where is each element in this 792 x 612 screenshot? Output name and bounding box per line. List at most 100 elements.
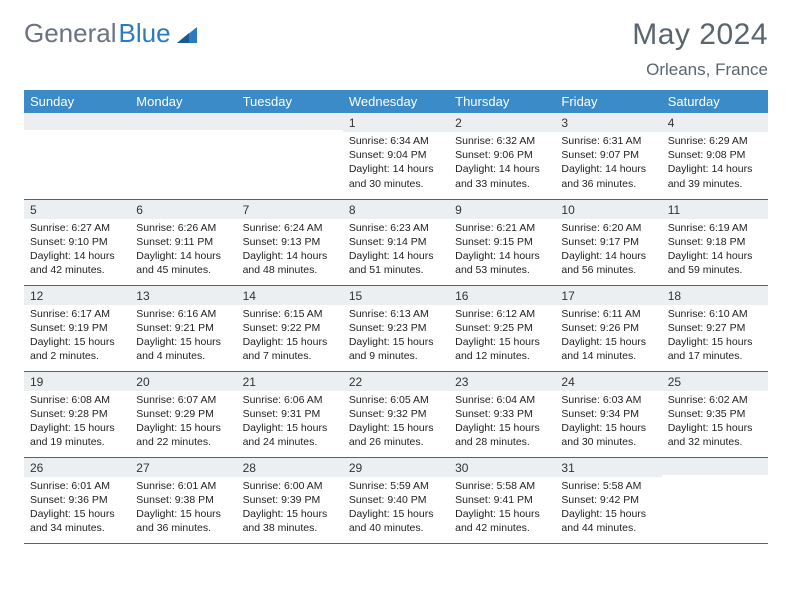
calendar-day-cell: 16Sunrise: 6:12 AMSunset: 9:25 PMDayligh… <box>449 285 555 371</box>
day-number: 20 <box>130 372 236 391</box>
calendar-week-row: 19Sunrise: 6:08 AMSunset: 9:28 PMDayligh… <box>24 371 768 457</box>
calendar-day-cell: 1Sunrise: 6:34 AMSunset: 9:04 PMDaylight… <box>343 113 449 199</box>
day-details: Sunrise: 6:34 AMSunset: 9:04 PMDaylight:… <box>343 132 449 195</box>
weekday-header: Thursday <box>449 90 555 113</box>
month-title: May 2024 <box>632 18 768 52</box>
day-details: Sunrise: 6:06 AMSunset: 9:31 PMDaylight:… <box>237 391 343 454</box>
title-block: May 2024 Orleans, France <box>632 18 768 80</box>
day-details: Sunrise: 6:27 AMSunset: 9:10 PMDaylight:… <box>24 219 130 282</box>
calendar-day-cell: 28Sunrise: 6:00 AMSunset: 9:39 PMDayligh… <box>237 457 343 543</box>
weekday-header: Saturday <box>662 90 768 113</box>
calendar-empty-cell <box>24 113 130 199</box>
day-number: 1 <box>343 113 449 132</box>
weekday-header: Sunday <box>24 90 130 113</box>
calendar-week-row: 5Sunrise: 6:27 AMSunset: 9:10 PMDaylight… <box>24 199 768 285</box>
page-header: GeneralBlue May 2024 Orleans, France <box>24 18 768 80</box>
day-number: 26 <box>24 458 130 477</box>
day-number: 8 <box>343 200 449 219</box>
calendar-day-cell: 9Sunrise: 6:21 AMSunset: 9:15 PMDaylight… <box>449 199 555 285</box>
calendar-day-cell: 15Sunrise: 6:13 AMSunset: 9:23 PMDayligh… <box>343 285 449 371</box>
calendar-day-cell: 5Sunrise: 6:27 AMSunset: 9:10 PMDaylight… <box>24 199 130 285</box>
day-details: Sunrise: 5:58 AMSunset: 9:41 PMDaylight:… <box>449 477 555 540</box>
calendar-table: SundayMondayTuesdayWednesdayThursdayFrid… <box>24 90 768 544</box>
calendar-day-cell: 13Sunrise: 6:16 AMSunset: 9:21 PMDayligh… <box>130 285 236 371</box>
weekday-header: Friday <box>555 90 661 113</box>
calendar-day-cell: 6Sunrise: 6:26 AMSunset: 9:11 PMDaylight… <box>130 199 236 285</box>
day-number: 3 <box>555 113 661 132</box>
day-number: 9 <box>449 200 555 219</box>
day-details: Sunrise: 6:01 AMSunset: 9:36 PMDaylight:… <box>24 477 130 540</box>
calendar-week-row: 1Sunrise: 6:34 AMSunset: 9:04 PMDaylight… <box>24 113 768 199</box>
location-label: Orleans, France <box>632 60 768 80</box>
weekday-header: Wednesday <box>343 90 449 113</box>
calendar-day-cell: 12Sunrise: 6:17 AMSunset: 9:19 PMDayligh… <box>24 285 130 371</box>
day-number: 7 <box>237 200 343 219</box>
day-details: Sunrise: 5:59 AMSunset: 9:40 PMDaylight:… <box>343 477 449 540</box>
calendar-header-row: SundayMondayTuesdayWednesdayThursdayFrid… <box>24 90 768 113</box>
day-number: 22 <box>343 372 449 391</box>
day-details: Sunrise: 6:00 AMSunset: 9:39 PMDaylight:… <box>237 477 343 540</box>
calendar-day-cell: 10Sunrise: 6:20 AMSunset: 9:17 PMDayligh… <box>555 199 661 285</box>
day-number: 31 <box>555 458 661 477</box>
day-details: Sunrise: 6:16 AMSunset: 9:21 PMDaylight:… <box>130 305 236 368</box>
brand-name-a: General <box>24 18 117 49</box>
day-number: 27 <box>130 458 236 477</box>
day-details: Sunrise: 6:02 AMSunset: 9:35 PMDaylight:… <box>662 391 768 454</box>
day-number: 24 <box>555 372 661 391</box>
day-number: 21 <box>237 372 343 391</box>
calendar-day-cell: 18Sunrise: 6:10 AMSunset: 9:27 PMDayligh… <box>662 285 768 371</box>
calendar-day-cell: 26Sunrise: 6:01 AMSunset: 9:36 PMDayligh… <box>24 457 130 543</box>
day-number: 10 <box>555 200 661 219</box>
calendar-day-cell: 2Sunrise: 6:32 AMSunset: 9:06 PMDaylight… <box>449 113 555 199</box>
calendar-day-cell: 7Sunrise: 6:24 AMSunset: 9:13 PMDaylight… <box>237 199 343 285</box>
calendar-day-cell: 25Sunrise: 6:02 AMSunset: 9:35 PMDayligh… <box>662 371 768 457</box>
day-details: Sunrise: 6:13 AMSunset: 9:23 PMDaylight:… <box>343 305 449 368</box>
day-details: Sunrise: 6:32 AMSunset: 9:06 PMDaylight:… <box>449 132 555 195</box>
day-details: Sunrise: 6:26 AMSunset: 9:11 PMDaylight:… <box>130 219 236 282</box>
calendar-day-cell: 19Sunrise: 6:08 AMSunset: 9:28 PMDayligh… <box>24 371 130 457</box>
day-details: Sunrise: 6:21 AMSunset: 9:15 PMDaylight:… <box>449 219 555 282</box>
day-details: Sunrise: 6:23 AMSunset: 9:14 PMDaylight:… <box>343 219 449 282</box>
calendar-day-cell: 3Sunrise: 6:31 AMSunset: 9:07 PMDaylight… <box>555 113 661 199</box>
calendar-page: GeneralBlue May 2024 Orleans, France Sun… <box>0 0 792 562</box>
day-details: Sunrise: 6:03 AMSunset: 9:34 PMDaylight:… <box>555 391 661 454</box>
calendar-day-cell: 11Sunrise: 6:19 AMSunset: 9:18 PMDayligh… <box>662 199 768 285</box>
calendar-day-cell: 30Sunrise: 5:58 AMSunset: 9:41 PMDayligh… <box>449 457 555 543</box>
day-number: 19 <box>24 372 130 391</box>
sail-icon <box>175 23 201 45</box>
calendar-day-cell: 14Sunrise: 6:15 AMSunset: 9:22 PMDayligh… <box>237 285 343 371</box>
day-details: Sunrise: 6:29 AMSunset: 9:08 PMDaylight:… <box>662 132 768 195</box>
calendar-day-cell: 29Sunrise: 5:59 AMSunset: 9:40 PMDayligh… <box>343 457 449 543</box>
day-details: Sunrise: 5:58 AMSunset: 9:42 PMDaylight:… <box>555 477 661 540</box>
calendar-empty-cell <box>237 113 343 199</box>
day-details: Sunrise: 6:19 AMSunset: 9:18 PMDaylight:… <box>662 219 768 282</box>
calendar-day-cell: 24Sunrise: 6:03 AMSunset: 9:34 PMDayligh… <box>555 371 661 457</box>
calendar-day-cell: 23Sunrise: 6:04 AMSunset: 9:33 PMDayligh… <box>449 371 555 457</box>
weekday-header: Tuesday <box>237 90 343 113</box>
day-number: 13 <box>130 286 236 305</box>
day-number: 23 <box>449 372 555 391</box>
day-details: Sunrise: 6:11 AMSunset: 9:26 PMDaylight:… <box>555 305 661 368</box>
day-details: Sunrise: 6:05 AMSunset: 9:32 PMDaylight:… <box>343 391 449 454</box>
brand-name-b: Blue <box>119 18 171 49</box>
calendar-day-cell: 20Sunrise: 6:07 AMSunset: 9:29 PMDayligh… <box>130 371 236 457</box>
calendar-empty-cell <box>130 113 236 199</box>
day-details: Sunrise: 6:04 AMSunset: 9:33 PMDaylight:… <box>449 391 555 454</box>
day-number: 16 <box>449 286 555 305</box>
day-details: Sunrise: 6:10 AMSunset: 9:27 PMDaylight:… <box>662 305 768 368</box>
calendar-empty-cell <box>662 457 768 543</box>
calendar-day-cell: 17Sunrise: 6:11 AMSunset: 9:26 PMDayligh… <box>555 285 661 371</box>
day-details: Sunrise: 6:15 AMSunset: 9:22 PMDaylight:… <box>237 305 343 368</box>
day-number: 28 <box>237 458 343 477</box>
day-number: 4 <box>662 113 768 132</box>
day-number: 2 <box>449 113 555 132</box>
calendar-day-cell: 31Sunrise: 5:58 AMSunset: 9:42 PMDayligh… <box>555 457 661 543</box>
day-number: 29 <box>343 458 449 477</box>
day-details: Sunrise: 6:24 AMSunset: 9:13 PMDaylight:… <box>237 219 343 282</box>
day-number: 14 <box>237 286 343 305</box>
day-number: 30 <box>449 458 555 477</box>
calendar-week-row: 26Sunrise: 6:01 AMSunset: 9:36 PMDayligh… <box>24 457 768 543</box>
calendar-day-cell: 21Sunrise: 6:06 AMSunset: 9:31 PMDayligh… <box>237 371 343 457</box>
day-details: Sunrise: 6:01 AMSunset: 9:38 PMDaylight:… <box>130 477 236 540</box>
day-number: 12 <box>24 286 130 305</box>
